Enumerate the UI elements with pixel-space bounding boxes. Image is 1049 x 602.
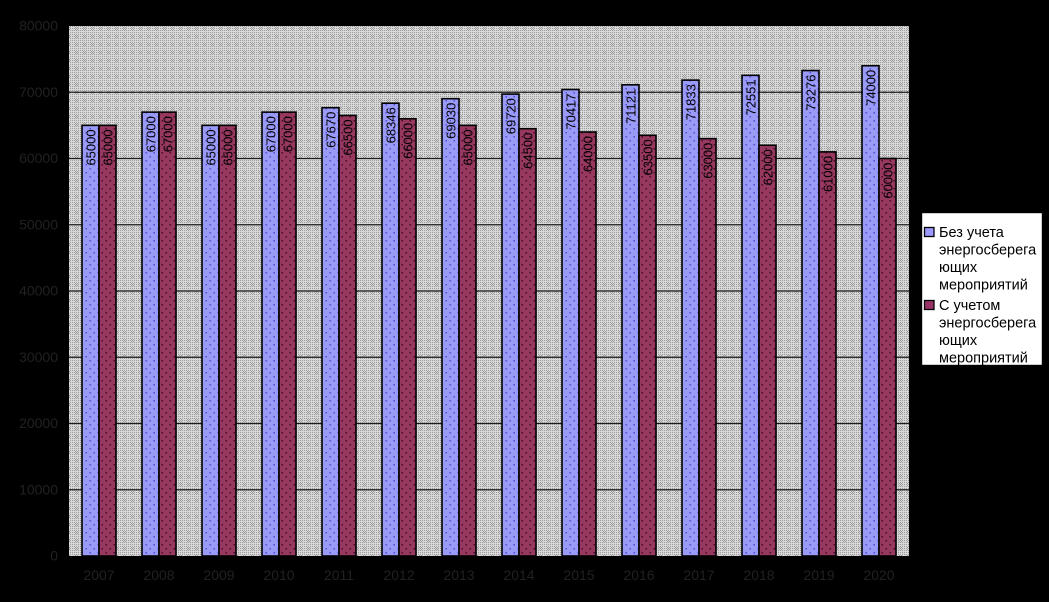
svg-text:60000: 60000 xyxy=(880,163,895,199)
svg-text:63000: 63000 xyxy=(700,143,715,179)
svg-text:2009: 2009 xyxy=(203,567,234,583)
svg-text:2010: 2010 xyxy=(263,567,294,583)
svg-text:71833: 71833 xyxy=(683,84,698,120)
svg-text:Без учета: Без учета xyxy=(939,225,1005,241)
svg-text:ющих: ющих xyxy=(939,333,978,349)
svg-text:С учетом: С учетом xyxy=(939,298,1000,314)
svg-text:энергосберега: энергосберега xyxy=(939,243,1037,259)
svg-text:65000: 65000 xyxy=(220,129,235,165)
svg-text:80000: 80000 xyxy=(19,18,58,34)
svg-text:2019: 2019 xyxy=(803,567,834,583)
svg-text:2015: 2015 xyxy=(563,567,594,583)
svg-text:2008: 2008 xyxy=(143,567,174,583)
svg-text:64500: 64500 xyxy=(520,133,535,169)
svg-text:2018: 2018 xyxy=(743,567,774,583)
svg-text:67000: 67000 xyxy=(160,116,175,152)
svg-text:0: 0 xyxy=(50,548,58,564)
svg-text:70417: 70417 xyxy=(563,93,578,129)
svg-text:2012: 2012 xyxy=(383,567,414,583)
svg-text:2020: 2020 xyxy=(863,567,894,583)
svg-text:мероприятий: мероприятий xyxy=(939,278,1028,294)
svg-text:65000: 65000 xyxy=(100,129,115,165)
svg-text:72551: 72551 xyxy=(743,79,758,115)
svg-text:2017: 2017 xyxy=(683,567,714,583)
svg-text:67000: 67000 xyxy=(280,116,295,152)
svg-text:50000: 50000 xyxy=(19,216,58,232)
svg-text:2007: 2007 xyxy=(83,567,114,583)
svg-text:энергосберега: энергосберега xyxy=(939,316,1037,332)
svg-text:ющих: ющих xyxy=(939,260,978,276)
svg-text:70000: 70000 xyxy=(19,84,58,100)
svg-text:63500: 63500 xyxy=(640,139,655,175)
svg-text:64000: 64000 xyxy=(580,136,595,172)
svg-text:60000: 60000 xyxy=(19,150,58,166)
svg-text:69720: 69720 xyxy=(503,98,518,134)
svg-text:61000: 61000 xyxy=(820,156,835,192)
svg-text:2014: 2014 xyxy=(503,567,534,583)
svg-text:2011: 2011 xyxy=(324,567,354,583)
svg-text:68346: 68346 xyxy=(383,107,398,143)
svg-text:71121: 71121 xyxy=(623,89,638,124)
svg-text:66500: 66500 xyxy=(340,119,355,155)
svg-text:67000: 67000 xyxy=(263,116,278,152)
svg-text:10000: 10000 xyxy=(19,481,58,497)
svg-text:2013: 2013 xyxy=(443,567,474,583)
svg-text:65000: 65000 xyxy=(83,129,98,165)
svg-text:65000: 65000 xyxy=(203,129,218,165)
svg-text:73276: 73276 xyxy=(803,75,818,111)
svg-text:69030: 69030 xyxy=(443,103,458,139)
svg-text:74000: 74000 xyxy=(863,70,878,106)
svg-text:30000: 30000 xyxy=(19,349,58,365)
svg-text:66000: 66000 xyxy=(400,123,415,159)
svg-text:2016: 2016 xyxy=(623,567,654,583)
svg-text:мероприятий: мероприятий xyxy=(939,351,1028,367)
svg-text:40000: 40000 xyxy=(19,283,58,299)
svg-text:65000: 65000 xyxy=(460,129,475,165)
svg-text:67670: 67670 xyxy=(323,112,338,148)
svg-text:62000: 62000 xyxy=(760,149,775,185)
svg-text:67000: 67000 xyxy=(143,116,158,152)
svg-text:20000: 20000 xyxy=(19,415,58,431)
